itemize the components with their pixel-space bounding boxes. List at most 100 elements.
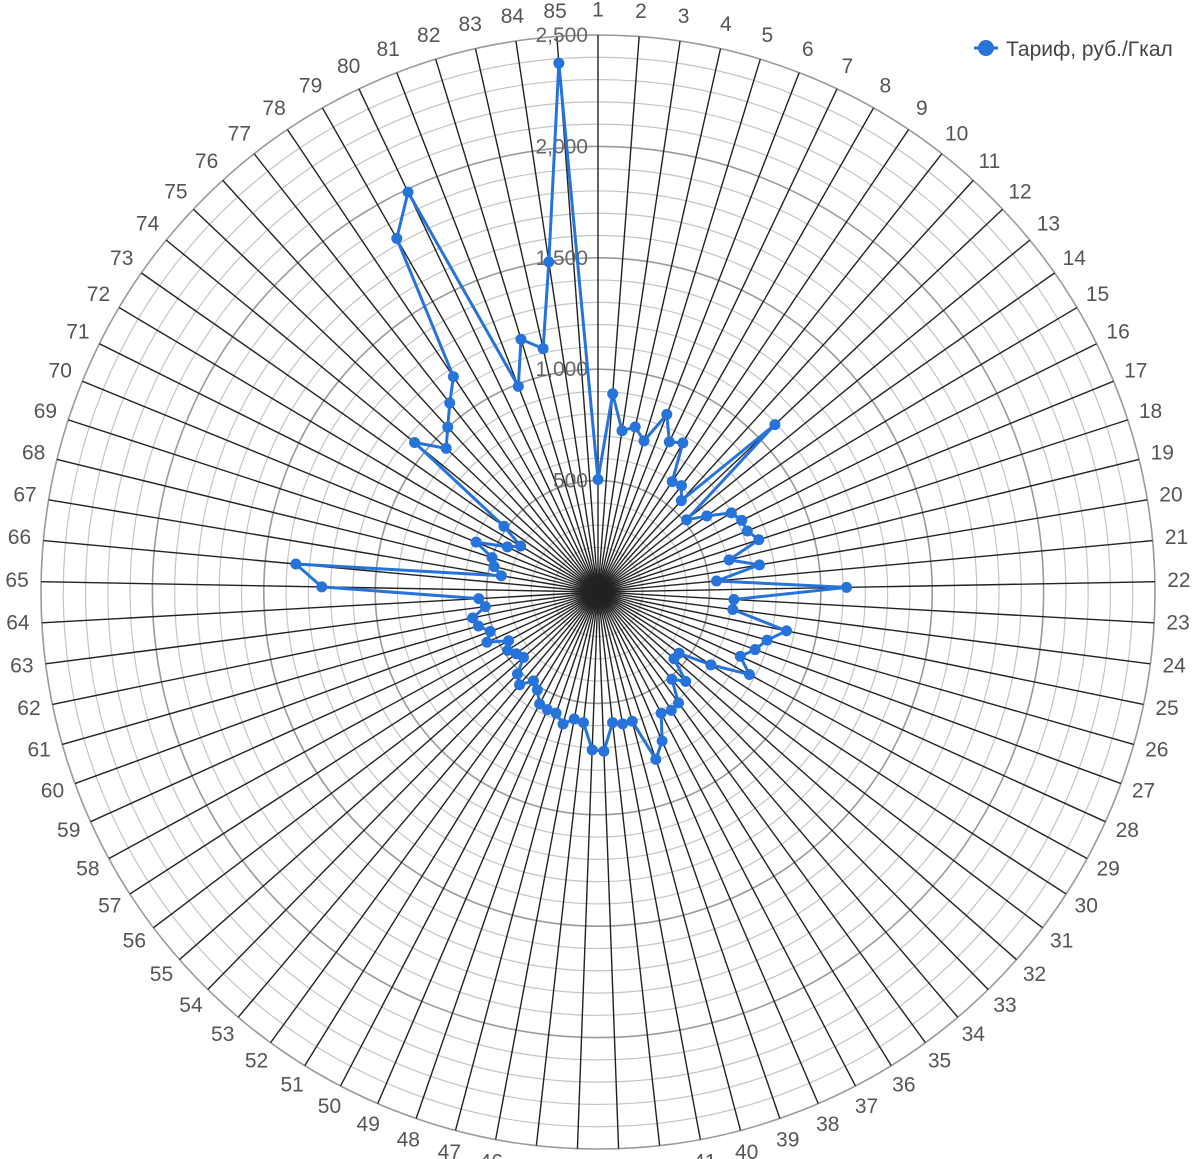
data-point[interactable]: [668, 653, 680, 665]
data-point[interactable]: [761, 634, 773, 646]
data-point[interactable]: [391, 232, 403, 244]
data-point[interactable]: [592, 473, 604, 485]
data-point[interactable]: [749, 644, 761, 656]
grid-spoke: [377, 591, 599, 1104]
data-point[interactable]: [710, 575, 722, 587]
grid-spoke: [339, 591, 599, 1087]
data-point[interactable]: [515, 540, 527, 552]
data-point[interactable]: [673, 697, 685, 709]
data-point[interactable]: [725, 507, 737, 519]
data-point[interactable]: [472, 620, 484, 632]
data-point[interactable]: [531, 684, 543, 696]
data-point[interactable]: [705, 659, 717, 671]
data-point[interactable]: [656, 735, 668, 747]
data-point[interactable]: [661, 408, 673, 420]
data-point[interactable]: [557, 718, 569, 730]
data-point[interactable]: [316, 581, 328, 593]
data-point[interactable]: [650, 753, 662, 765]
data-point[interactable]: [442, 421, 454, 433]
data-point[interactable]: [675, 495, 687, 507]
data-point[interactable]: [484, 625, 496, 637]
data-point[interactable]: [481, 636, 493, 648]
data-point[interactable]: [473, 593, 485, 605]
data-point[interactable]: [753, 534, 765, 546]
data-point[interactable]: [617, 718, 629, 730]
data-point[interactable]: [681, 514, 693, 526]
data-point[interactable]: [607, 717, 619, 729]
data-point[interactable]: [503, 635, 515, 647]
data-point[interactable]: [501, 541, 513, 553]
data-point[interactable]: [665, 704, 677, 716]
grid-spoke: [82, 380, 599, 593]
data-point[interactable]: [638, 435, 650, 447]
data-point[interactable]: [550, 707, 562, 719]
data-point[interactable]: [769, 419, 781, 431]
data-point[interactable]: [553, 57, 565, 69]
data-point[interactable]: [498, 520, 510, 532]
data-point[interactable]: [440, 442, 452, 454]
data-point[interactable]: [629, 421, 641, 433]
data-point[interactable]: [734, 650, 746, 662]
grid-spoke: [435, 58, 599, 593]
data-point[interactable]: [754, 559, 765, 571]
data-point[interactable]: [736, 514, 748, 526]
legend[interactable]: Тариф, руб./Гкал: [974, 38, 1173, 61]
data-point[interactable]: [701, 510, 713, 522]
data-point[interactable]: [512, 380, 524, 392]
data-point[interactable]: [488, 561, 500, 573]
data-point[interactable]: [515, 333, 527, 345]
data-point[interactable]: [527, 675, 539, 687]
data-point[interactable]: [655, 707, 667, 719]
data-point[interactable]: [781, 625, 793, 637]
data-point[interactable]: [841, 581, 853, 593]
radial-tick-label: 2,000: [535, 135, 588, 158]
grid-spoke: [129, 591, 599, 895]
data-point[interactable]: [616, 425, 628, 437]
data-point[interactable]: [577, 717, 589, 729]
data-point[interactable]: [663, 436, 675, 448]
data-point[interactable]: [514, 679, 526, 691]
data-point[interactable]: [741, 525, 753, 537]
data-point[interactable]: [666, 476, 678, 488]
grid-spoke: [597, 208, 1004, 593]
data-point[interactable]: [534, 698, 546, 710]
data-point[interactable]: [537, 343, 549, 355]
data-point[interactable]: [510, 648, 522, 660]
data-point[interactable]: [598, 745, 610, 757]
data-point[interactable]: [727, 604, 739, 616]
data-point[interactable]: [470, 536, 482, 548]
category-label: 12: [1008, 180, 1031, 203]
data-point[interactable]: [409, 437, 421, 449]
data-point[interactable]: [568, 713, 580, 725]
data-point[interactable]: [586, 744, 598, 756]
data-point[interactable]: [607, 388, 619, 400]
category-label: 37: [855, 1095, 878, 1118]
data-point[interactable]: [502, 644, 514, 656]
data-point[interactable]: [495, 570, 507, 582]
data-point[interactable]: [290, 558, 302, 570]
data-point[interactable]: [728, 594, 740, 606]
grid-spoke: [270, 591, 599, 1044]
data-point[interactable]: [541, 704, 553, 716]
data-point[interactable]: [511, 668, 523, 680]
grid-spoke: [253, 153, 599, 593]
data-point[interactable]: [675, 480, 687, 492]
data-point[interactable]: [447, 371, 459, 383]
category-label: 62: [17, 697, 40, 720]
data-point[interactable]: [402, 186, 414, 198]
data-point[interactable]: [743, 669, 755, 681]
category-label: 54: [179, 994, 203, 1017]
grid-spoke: [62, 591, 599, 746]
grid-spoke: [597, 48, 722, 593]
data-point[interactable]: [626, 715, 638, 727]
data-point[interactable]: [486, 552, 498, 564]
data-point[interactable]: [479, 601, 491, 613]
data-point[interactable]: [543, 256, 555, 268]
data-point[interactable]: [467, 612, 479, 624]
data-point[interactable]: [680, 675, 692, 687]
data-point[interactable]: [666, 673, 678, 685]
data-point[interactable]: [444, 397, 456, 409]
data-point[interactable]: [677, 437, 689, 449]
category-label: 14: [1063, 247, 1087, 270]
data-point[interactable]: [723, 554, 735, 566]
